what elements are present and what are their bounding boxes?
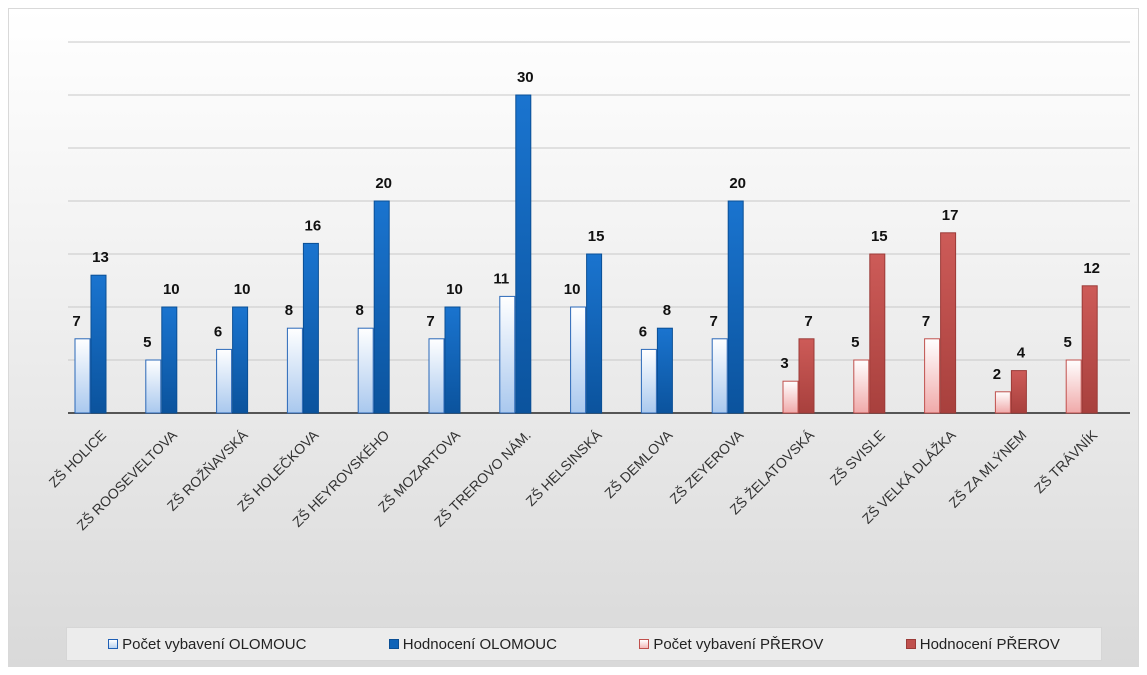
bars xyxy=(74,94,1098,414)
data-label: 7 xyxy=(922,313,930,330)
data-label: 10 xyxy=(446,281,463,298)
bar xyxy=(656,327,673,414)
data-label: 5 xyxy=(851,334,859,351)
bar xyxy=(90,274,107,414)
data-label: 20 xyxy=(729,175,746,192)
bar xyxy=(711,338,728,414)
bar xyxy=(161,306,178,414)
bar xyxy=(782,380,799,414)
legend-item-rating-prerov: Hodnocení PŘEROV xyxy=(905,635,1060,653)
x-tick-label: ZŠ SVISLE xyxy=(827,427,888,488)
bar xyxy=(640,348,657,414)
x-tick-label: ZŠ HOLICE xyxy=(46,427,110,491)
bar xyxy=(286,327,303,414)
data-label: 6 xyxy=(214,323,222,340)
data-labels: 7135106108168207101130101568720375157172… xyxy=(72,69,1100,383)
bar xyxy=(499,295,516,414)
data-label: 5 xyxy=(143,334,151,351)
bar xyxy=(853,359,870,414)
legend-item-count-olomouc: Počet vybavení OLOMOUC xyxy=(108,636,306,653)
data-label: 5 xyxy=(1064,334,1072,351)
bar xyxy=(232,306,249,414)
data-label: 15 xyxy=(588,228,605,245)
bar xyxy=(798,338,815,414)
bar xyxy=(924,338,941,414)
data-label: 8 xyxy=(663,302,671,319)
data-label: 10 xyxy=(564,281,581,298)
bar xyxy=(994,391,1011,414)
data-label: 12 xyxy=(1083,260,1100,277)
bar xyxy=(1081,285,1098,414)
bar xyxy=(428,338,445,414)
bar xyxy=(302,242,319,414)
bar xyxy=(74,338,91,414)
bar xyxy=(727,200,744,414)
data-label: 10 xyxy=(234,281,251,298)
bar xyxy=(216,348,233,414)
data-label: 16 xyxy=(305,217,322,234)
x-tick-label: ZŠ TRÁVNÍK xyxy=(1031,426,1101,496)
data-label: 17 xyxy=(942,207,959,224)
data-label: 8 xyxy=(356,302,364,319)
legend-swatch xyxy=(388,639,399,649)
legend-label: Počet vybavení PŘEROV xyxy=(653,635,824,653)
data-label: 2 xyxy=(993,366,1001,383)
x-tick-label: ZŠ HELSINSKÁ xyxy=(522,426,605,509)
legend-swatch xyxy=(639,639,650,649)
data-label: 30 xyxy=(517,69,534,86)
bar xyxy=(586,253,603,414)
data-label: 13 xyxy=(92,249,109,266)
legend-item-rating-olomouc: Hodnocení OLOMOUC xyxy=(388,635,557,653)
data-label: 7 xyxy=(804,313,812,330)
legend-label: Hodnocení PŘEROV xyxy=(919,635,1060,653)
bar xyxy=(373,200,390,414)
bar xyxy=(570,306,587,414)
data-label: 3 xyxy=(780,355,788,372)
data-label: 8 xyxy=(285,302,293,319)
bar xyxy=(1010,370,1027,414)
bar xyxy=(145,359,162,414)
legend-label: Hodnocení OLOMOUC xyxy=(402,635,557,653)
data-label: 4 xyxy=(1017,345,1026,362)
data-label: 6 xyxy=(639,323,647,340)
bar xyxy=(444,306,461,414)
data-label: 15 xyxy=(871,228,888,245)
legend-swatch xyxy=(108,639,119,649)
bar xyxy=(940,232,957,414)
bar xyxy=(869,253,886,414)
x-tick-label: ZŠ DEMLOVA xyxy=(601,426,676,501)
legend-swatch xyxy=(905,639,916,649)
data-label: 7 xyxy=(72,313,80,330)
legend-item-count-prerov: Počet vybavení PŘEROV xyxy=(639,636,823,653)
x-tick-label: ZŠ ZEYEROVA xyxy=(666,426,746,506)
data-label: 7 xyxy=(426,313,434,330)
data-label: 11 xyxy=(493,270,509,287)
data-label: 20 xyxy=(375,175,392,192)
legend-label: Počet vybavení OLOMOUC xyxy=(122,635,307,653)
data-label: 10 xyxy=(163,281,180,298)
legend: Počet vybavení OLOMOUC Hodnocení OLOMOUC… xyxy=(66,627,1102,661)
bar xyxy=(1065,359,1082,414)
bar xyxy=(515,94,532,414)
x-tick-label: ZŠ ZA MLÝNEM xyxy=(946,427,1030,511)
bar xyxy=(357,327,374,414)
data-label: 7 xyxy=(710,313,718,330)
